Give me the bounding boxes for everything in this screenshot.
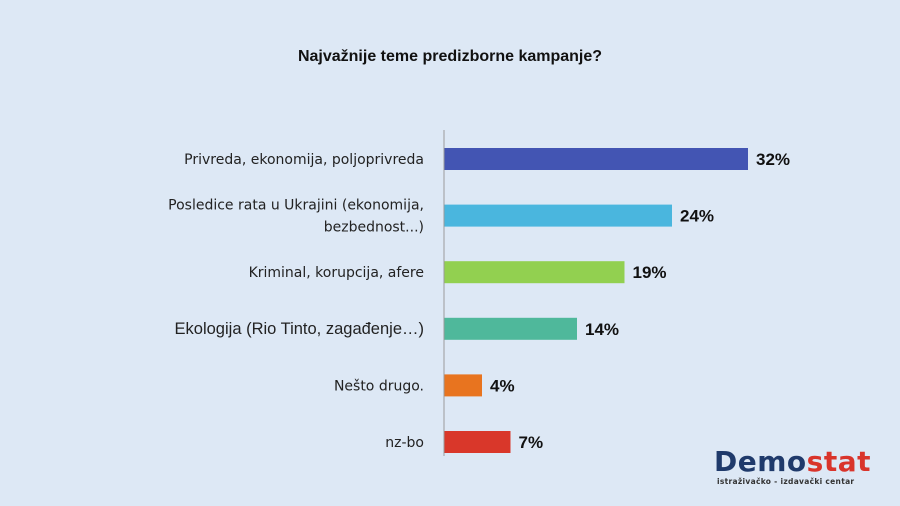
category-label-1-line-1: bezbednost...) <box>324 220 424 236</box>
bar-2 <box>444 261 625 284</box>
bar-5 <box>444 431 511 453</box>
logo-wordmark-a: Demo <box>714 445 807 478</box>
demostat-logo: Demostat istraživačko - izdavački centar <box>714 445 870 487</box>
category-label-4: Nešto drugo. <box>334 378 424 394</box>
value-label-1: 24% <box>680 207 714 226</box>
category-label-5: nz-bo <box>385 435 424 451</box>
category-label-1-line-0: Posledice rata u Ukrajini (ekonomija, <box>168 198 424 214</box>
value-label-0: 32% <box>756 150 790 169</box>
bar-1 <box>444 204 672 227</box>
logo-wordmark: Demostat <box>714 445 870 478</box>
bar-4 <box>444 374 482 397</box>
category-label-3: Ekologija (Rio Tinto, zagađenje…) <box>175 320 424 338</box>
value-label-3: 14% <box>585 320 619 339</box>
value-label-2: 19% <box>633 263 667 282</box>
category-label-0: Privreda, ekonomija, poljoprivreda <box>184 152 424 168</box>
value-label-4: 4% <box>490 376 515 395</box>
bar-3 <box>444 317 577 340</box>
chart-title: Najvažnije teme predizborne kampanje? <box>297 48 603 65</box>
bar-0 <box>444 148 748 170</box>
value-label-5: 7% <box>519 433 544 452</box>
logo-tagline: istraživačko - izdavački centar <box>717 477 855 486</box>
category-label-2: Kriminal, korupcija, afere <box>249 265 424 281</box>
logo-wordmark-b: stat <box>806 445 871 478</box>
